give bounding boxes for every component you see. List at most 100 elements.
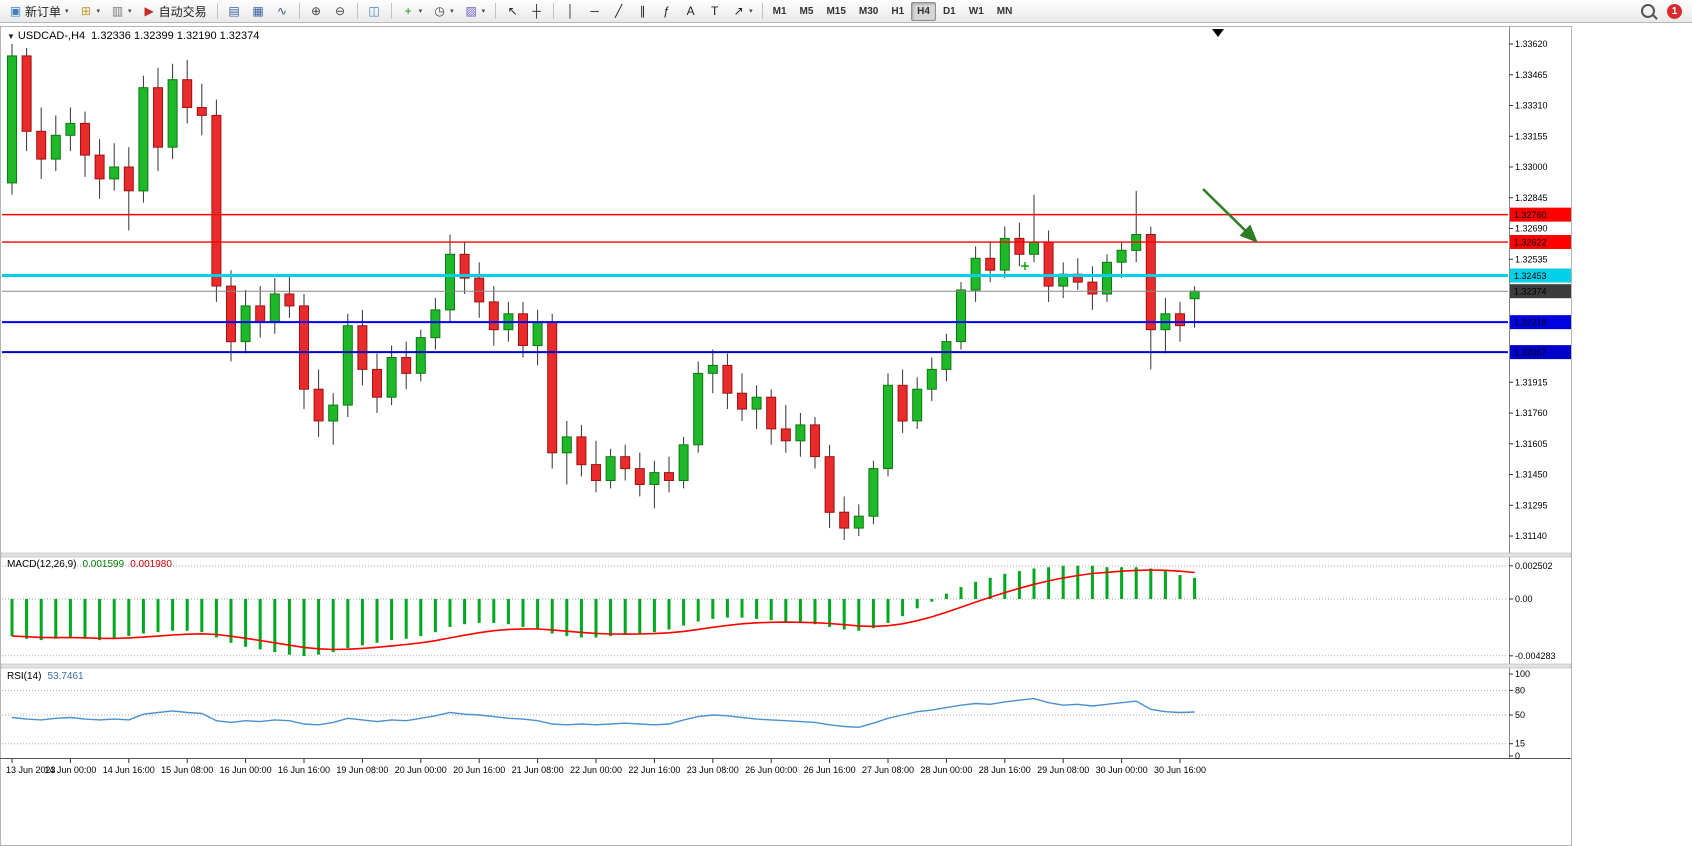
timeframe-h1-button[interactable]: H1 <box>891 5 905 17</box>
tile-windows-button[interactable]: ◫ <box>363 1 386 22</box>
fibonacci-button[interactable]: ƒ <box>655 1 678 22</box>
zoom-out-button[interactable]: ⊖ <box>329 1 352 22</box>
time-axis-label: 20 Jun 16:00 <box>453 765 505 775</box>
rsi-axis-label: 100 <box>1515 669 1530 679</box>
candle-body <box>780 428 791 442</box>
zoom-in-button[interactable]: ⊕ <box>305 1 328 22</box>
timeframe-d1-button[interactable]: D1 <box>942 5 956 17</box>
toolbar-buttons: ▣ 新订单 ▾ ⊞ ▾ ▥ ▾ ▶ 自动交易 ▤ ▦ ∿ ⊕ ⊖ ◫ + ▾ ◷ ▾ ▨ ▾ ↖ ┼ │ ─ ╱ ∥ ƒ A T ↗ ▾ <box>4 1 758 22</box>
price-axis-label: 1.33310 <box>1515 101 1548 111</box>
toolbar-separator <box>390 3 392 19</box>
line-chart-button[interactable]: ∿ <box>271 1 294 22</box>
resistance-line-upper-price-box <box>1510 207 1571 222</box>
timeframe-h4-button[interactable]: H4 <box>911 1 936 21</box>
resistance-line-lower-price-box <box>1510 235 1571 250</box>
toolbar-separator <box>298 3 300 19</box>
search-icon[interactable] <box>1641 4 1655 18</box>
candle-body <box>430 309 441 339</box>
candle-body <box>518 313 528 346</box>
bid-price-line-price-label: 1.32374 <box>1514 287 1547 297</box>
bars-chart-button[interactable]: ▤ <box>223 1 246 22</box>
candle-body <box>1116 249 1127 263</box>
panel-splitter-macd[interactable] <box>0 552 1572 558</box>
candle-body <box>1029 241 1039 255</box>
rsi-axis-label: 15 <box>1515 739 1525 749</box>
chevron-down-icon: ▾ <box>128 8 132 15</box>
periods-button[interactable]: ◷ ▾ <box>428 1 459 22</box>
timeframe-mn-button[interactable]: MN <box>996 5 1013 17</box>
arrows-button[interactable]: ↗ ▾ <box>727 1 758 22</box>
candle-body <box>532 321 543 347</box>
candle-body <box>342 325 353 406</box>
price-axis-label: 1.32535 <box>1515 254 1548 264</box>
candle-body <box>1014 237 1025 255</box>
support-line-blue-upper-price-box <box>1510 315 1571 330</box>
text-button[interactable]: A <box>679 1 702 22</box>
support-line-cyan-price-label: 1.32453 <box>1514 271 1547 281</box>
candle-body <box>693 372 704 446</box>
timeframe-m1-button[interactable]: M1 <box>772 5 787 17</box>
candle-body <box>664 472 674 482</box>
time-axis-label: 26 Jun 16:00 <box>804 765 856 775</box>
notification-badge[interactable]: 1 <box>1667 3 1682 19</box>
autotrading-button-label: 自动交易 <box>158 4 207 19</box>
price-axis-label: 1.31915 <box>1515 377 1548 387</box>
candle-body <box>912 388 923 422</box>
trendline-icon: ╱ <box>615 4 623 18</box>
candle-body <box>561 436 572 454</box>
candle-body <box>883 384 893 470</box>
autotrading-button[interactable]: ▶ 自动交易 <box>138 1 212 22</box>
candle-body <box>299 305 309 390</box>
candle-body <box>649 472 660 486</box>
clock-icon: ◷ <box>434 4 445 18</box>
ticket-icon: ▣ <box>9 4 22 18</box>
time-axis-label: 15 Jun 08:00 <box>161 765 213 775</box>
chevron-down-icon: ▾ <box>96 8 101 15</box>
candle-body <box>226 285 236 343</box>
profiles-button[interactable]: ▥ ▾ <box>106 1 137 22</box>
candle-body <box>1087 281 1098 295</box>
timeframe-m15-button[interactable]: M15 <box>826 5 846 17</box>
candle-body <box>853 515 864 529</box>
panel-splitter-rsi[interactable] <box>0 663 1572 669</box>
toolbar-separator <box>495 3 497 19</box>
time-axis-label: 22 Jun 00:00 <box>570 765 622 775</box>
bars-icon: ▤ <box>228 4 240 18</box>
candle-body <box>1102 261 1112 295</box>
templates-button[interactable]: ▨ ▾ <box>460 1 491 22</box>
new-order-button[interactable]: ▣ 新订单 ▾ <box>4 1 74 22</box>
time-axis[interactable] <box>0 759 1571 781</box>
price-axis[interactable] <box>1509 27 1571 758</box>
channel-button[interactable]: ∥ <box>631 1 654 22</box>
macd-axis-label: -0.004283 <box>1515 651 1556 661</box>
horizontal-line-button[interactable]: ─ <box>583 1 606 22</box>
indicators-button[interactable]: + ▾ <box>397 1 428 22</box>
candle-body <box>153 87 163 148</box>
candle-body <box>21 55 32 132</box>
rsi-axis-label: 50 <box>1515 710 1525 720</box>
time-axis-label: 14 Jun 00:00 <box>44 765 96 775</box>
timeframe-m5-button[interactable]: M5 <box>799 5 814 17</box>
candle-body <box>591 464 601 482</box>
new-chart-button[interactable]: ⊞ ▾ <box>75 1 106 22</box>
timeframe-w1-button[interactable]: W1 <box>968 5 984 17</box>
time-axis-label: 30 Jun 16:00 <box>1154 765 1206 775</box>
candle-body <box>269 293 280 323</box>
candle-body <box>386 357 397 398</box>
crosshair-button[interactable]: ┼ <box>525 1 548 22</box>
trendline-button[interactable]: ╱ <box>607 1 630 22</box>
vertical-line-button[interactable]: │ <box>559 1 582 22</box>
label-button[interactable]: T <box>703 1 726 22</box>
candle-body <box>926 368 937 390</box>
cursor-button[interactable]: ↖ <box>501 1 524 22</box>
candle-body <box>415 337 426 374</box>
time-axis-label: 16 Jun 16:00 <box>278 765 330 775</box>
candle-body <box>795 424 806 442</box>
time-axis-label: 21 Jun 08:00 <box>512 765 564 775</box>
candles-chart-button[interactable]: ▦ <box>247 1 270 22</box>
candles-icon: ▦ <box>252 4 264 18</box>
candle-body <box>211 114 222 287</box>
timeframe-m30-button[interactable]: M30 <box>858 5 879 17</box>
trend-arrow[interactable] <box>1202 188 1258 243</box>
